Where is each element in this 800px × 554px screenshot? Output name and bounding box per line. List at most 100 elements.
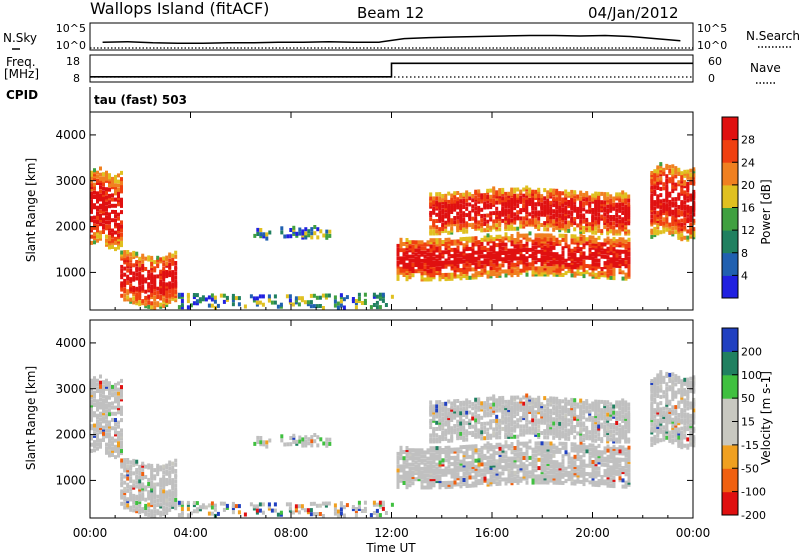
velocity-cell bbox=[453, 482, 457, 487]
power-cell bbox=[256, 227, 260, 232]
power-cell bbox=[396, 250, 400, 255]
power-cell bbox=[102, 203, 105, 208]
power-cell bbox=[573, 238, 577, 243]
velocity-cell bbox=[465, 484, 469, 488]
power-cell bbox=[627, 198, 631, 203]
velocity-cell bbox=[375, 502, 379, 507]
power-cell bbox=[597, 258, 601, 263]
power-cell bbox=[159, 275, 163, 280]
velocity-cell bbox=[450, 405, 454, 410]
velocity-cell bbox=[420, 454, 424, 459]
power-cell bbox=[90, 201, 93, 206]
power-cell bbox=[582, 265, 586, 270]
power-cell bbox=[99, 172, 102, 177]
power-cell bbox=[162, 291, 166, 296]
velocity-cell bbox=[573, 469, 577, 474]
velocity-cell bbox=[474, 403, 478, 408]
power-cell bbox=[519, 252, 523, 257]
velocity-cell bbox=[423, 473, 427, 478]
velocity-cell bbox=[447, 399, 451, 404]
power-cell bbox=[537, 249, 541, 254]
power-cell bbox=[576, 238, 580, 243]
velocity-cell bbox=[354, 507, 358, 511]
power-cell bbox=[564, 262, 568, 267]
power-cell bbox=[573, 257, 577, 262]
velocity-cell bbox=[495, 461, 499, 466]
power-cell bbox=[585, 197, 589, 202]
velocity-cell bbox=[153, 468, 157, 473]
velocity-cell bbox=[474, 479, 478, 484]
power-cell bbox=[650, 171, 654, 175]
velocity-cell bbox=[262, 440, 266, 445]
power-cell bbox=[522, 199, 526, 204]
velocity-cell bbox=[207, 503, 211, 508]
power-cell bbox=[561, 199, 565, 204]
power-cell bbox=[465, 223, 469, 228]
velocity-cell bbox=[453, 428, 457, 433]
velocity-cell bbox=[618, 457, 622, 462]
velocity-cell bbox=[93, 411, 96, 416]
velocity-cell bbox=[96, 419, 99, 424]
power-cell bbox=[408, 271, 412, 276]
power-cell bbox=[498, 242, 502, 247]
velocity-cell bbox=[591, 466, 595, 471]
velocity-cell bbox=[615, 461, 619, 466]
power-cell bbox=[174, 261, 178, 265]
power-cell bbox=[168, 285, 172, 290]
power-cell bbox=[686, 237, 690, 242]
velocity-cell bbox=[537, 441, 541, 446]
velocity-cell bbox=[141, 476, 145, 481]
velocity-cell bbox=[174, 469, 178, 473]
velocity-cell bbox=[153, 503, 157, 508]
power-cell bbox=[668, 177, 672, 182]
velocity-cell bbox=[111, 401, 114, 406]
velocity-cell bbox=[504, 408, 508, 413]
power-cell bbox=[405, 250, 409, 255]
power-cell bbox=[525, 233, 529, 238]
y-tick-label: 4000 bbox=[55, 128, 86, 142]
velocity-cell bbox=[93, 390, 96, 395]
power-cell bbox=[606, 275, 610, 280]
velocity-cell bbox=[504, 426, 508, 431]
velocity-cell bbox=[283, 442, 287, 447]
power-cell bbox=[468, 217, 472, 221]
power-cell bbox=[558, 222, 562, 226]
power-cell bbox=[483, 268, 487, 273]
power-cell bbox=[198, 297, 202, 302]
power-cell bbox=[432, 271, 436, 276]
power-cell bbox=[531, 266, 535, 271]
power-cell bbox=[474, 256, 478, 261]
power-cell bbox=[153, 280, 157, 285]
power-cell bbox=[162, 275, 166, 280]
velocity-cell bbox=[555, 472, 559, 477]
power-cell bbox=[513, 216, 517, 221]
velocity-cell bbox=[120, 501, 124, 506]
power-cell bbox=[174, 254, 178, 259]
power-cell bbox=[432, 240, 436, 245]
velocity-cell bbox=[93, 440, 96, 445]
power-cell bbox=[411, 262, 415, 267]
power-cell bbox=[321, 306, 325, 310]
power-cell bbox=[417, 269, 421, 274]
power-cell bbox=[141, 278, 145, 283]
power-cell bbox=[549, 245, 553, 250]
velocity-cell bbox=[471, 456, 475, 461]
velocity-cell bbox=[411, 470, 415, 475]
power-cell bbox=[525, 195, 529, 200]
velocity-cell bbox=[375, 508, 379, 513]
velocity-cell bbox=[408, 452, 412, 457]
power-cell bbox=[615, 202, 619, 207]
power-cell bbox=[546, 243, 550, 248]
power-cell bbox=[579, 232, 583, 237]
velocity-cell bbox=[265, 444, 269, 449]
velocity-cell bbox=[603, 469, 607, 474]
velocity-cell bbox=[582, 445, 586, 449]
power-cell bbox=[444, 275, 448, 279]
power-cell bbox=[671, 176, 675, 181]
velocity-cell bbox=[99, 386, 102, 391]
power-cell bbox=[492, 202, 496, 207]
power-cell bbox=[618, 249, 622, 254]
velocity-cell bbox=[570, 481, 574, 486]
velocity-cell bbox=[435, 446, 439, 451]
power-cell bbox=[564, 216, 568, 221]
